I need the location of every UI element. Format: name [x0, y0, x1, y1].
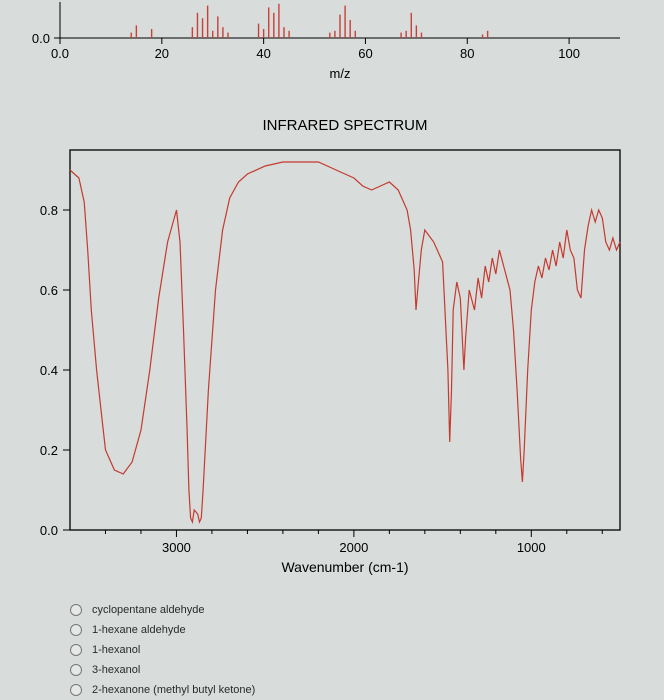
answer-label: 1-hexane aldehyde [92, 624, 186, 636]
svg-text:100: 100 [558, 46, 580, 61]
answer-label: 3-hexanol [92, 664, 140, 676]
answer-option[interactable]: 1-hexanol [70, 640, 255, 660]
answer-option[interactable]: 1-hexane aldehyde [70, 620, 255, 640]
answer-option[interactable]: 3-hexanol [70, 660, 255, 680]
answer-option[interactable]: 2-hexanone (methyl butyl ketone) [70, 680, 255, 700]
svg-text:3000: 3000 [162, 540, 191, 555]
svg-text:m/z: m/z [330, 66, 351, 81]
ir-spectrum-chart: INFRARED SPECTRUM 0.0 0.2 0.4 0.6 0.8 3000 2000… [0, 100, 664, 590]
radio-icon[interactable] [70, 604, 82, 616]
svg-text:0.0: 0.0 [40, 523, 58, 538]
answer-options: cyclopentane aldehyde 1-hexane aldehyde 1-… [70, 600, 255, 700]
svg-text:0.2: 0.2 [40, 443, 58, 458]
page-root: 0.00.020406080100m/z INFRARED SPECTRUM0.… [0, 0, 664, 700]
svg-text:0.4: 0.4 [40, 363, 58, 378]
mass-spectrum-chart: 0.00.0 20 40 60 80 100 m/z [0, 0, 664, 90]
svg-text:1000: 1000 [517, 540, 546, 555]
svg-text:20: 20 [155, 46, 169, 61]
answer-label: 2-hexanone (methyl butyl ketone) [92, 684, 255, 696]
answer-label: 1-hexanol [92, 644, 140, 656]
svg-text:0.8: 0.8 [40, 203, 58, 218]
radio-icon[interactable] [70, 644, 82, 656]
radio-icon[interactable] [70, 664, 82, 676]
radio-icon[interactable] [70, 624, 82, 636]
svg-text:0.6: 0.6 [40, 283, 58, 298]
svg-text:60: 60 [358, 46, 372, 61]
svg-text:0.0: 0.0 [32, 31, 50, 46]
svg-text:INFRARED SPECTRUM: INFRARED SPECTRUM [262, 117, 427, 134]
svg-text:40: 40 [256, 46, 270, 61]
svg-text:2000: 2000 [339, 540, 368, 555]
answer-label: cyclopentane aldehyde [92, 604, 205, 616]
svg-text:Wavenumber (cm-1): Wavenumber (cm-1) [281, 559, 408, 575]
svg-text:80: 80 [460, 46, 474, 61]
svg-text:0.0: 0.0 [51, 46, 69, 61]
radio-icon[interactable] [70, 684, 82, 696]
answer-option[interactable]: cyclopentane aldehyde [70, 600, 255, 620]
